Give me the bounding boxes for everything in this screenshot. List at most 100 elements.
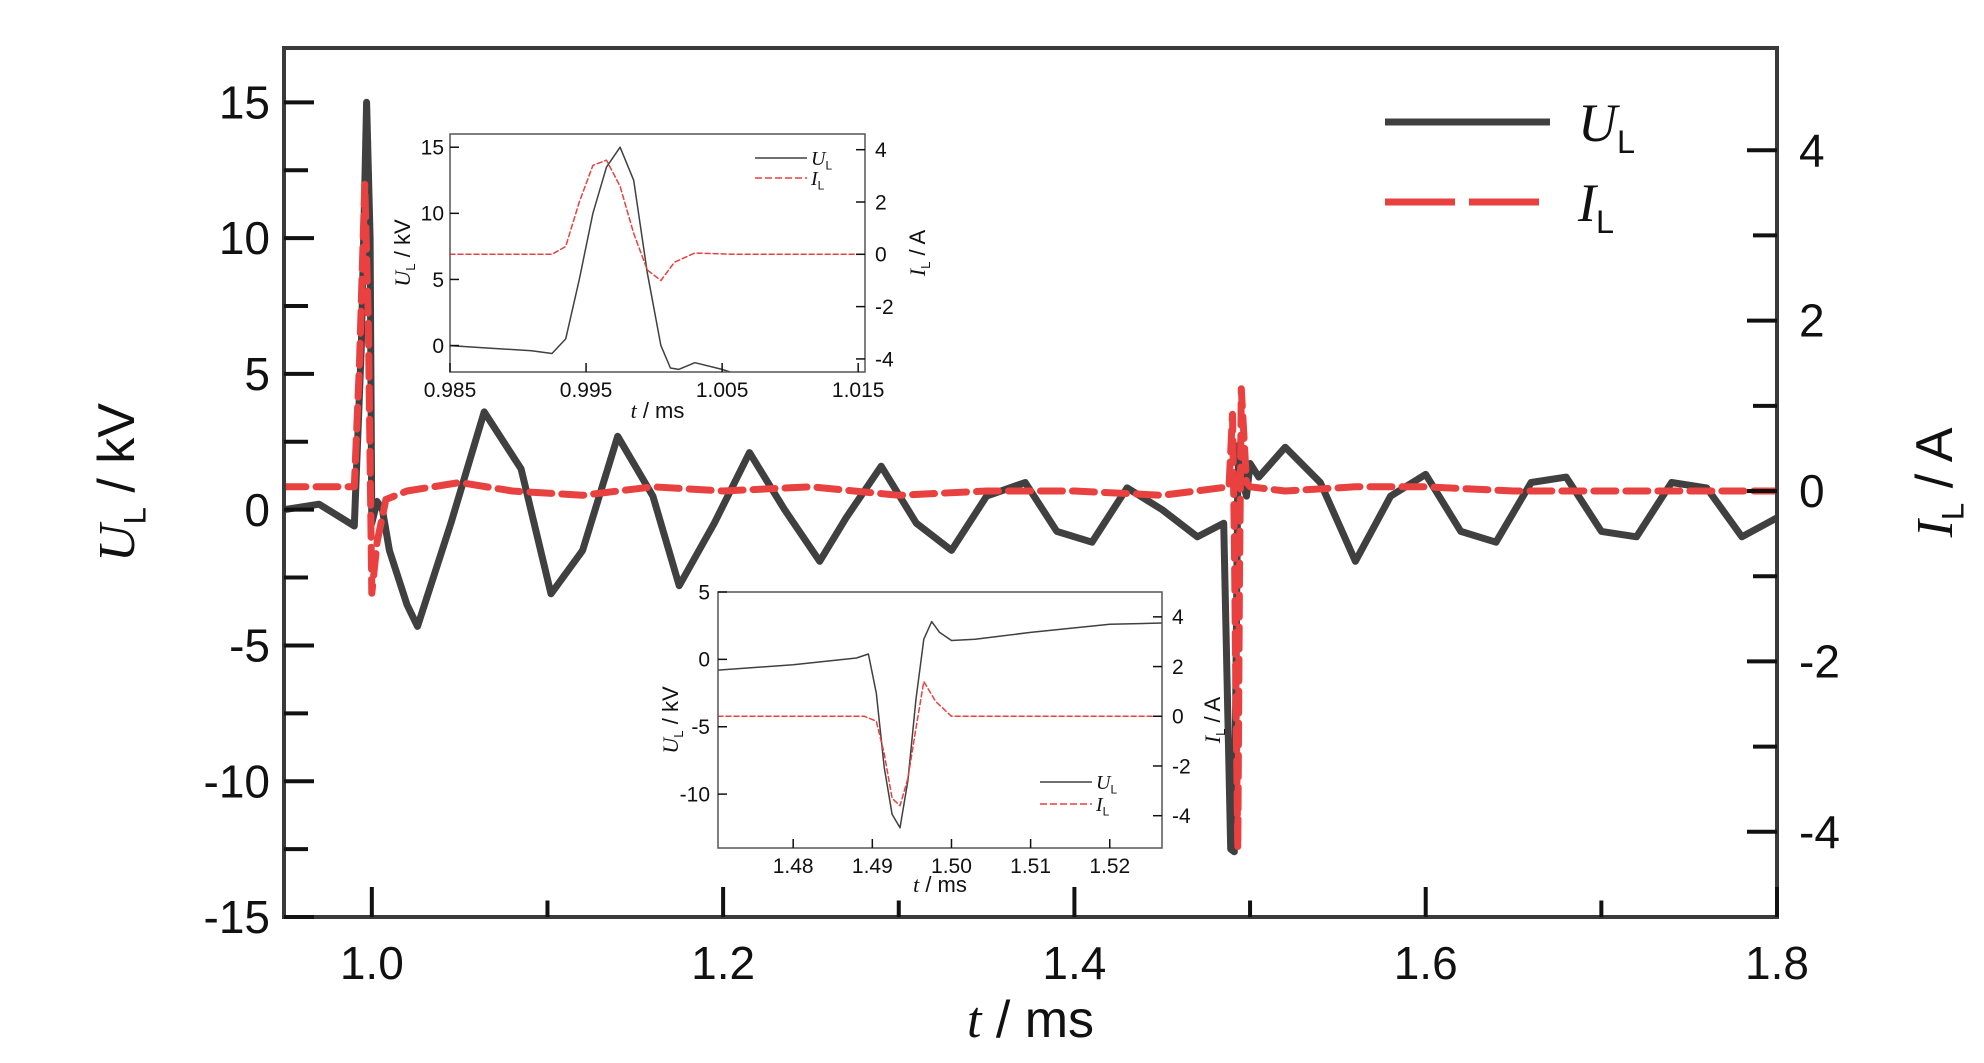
chart-inset-1: 0.985 0.995 1.005 1.015 15 10 5 0 4 2 0 -2 -4 t / ms U… xyxy=(390,133,933,423)
y2-tick-label: 4 xyxy=(875,139,887,162)
legend-label-I-var: I xyxy=(810,168,819,190)
x-tick-label: 1.0 xyxy=(340,937,404,989)
series-line-I_L xyxy=(450,159,865,282)
y2-axis-title-unit: / A xyxy=(1906,427,1964,502)
x-tick-label: 1.51 xyxy=(1010,855,1051,878)
y2-tick-label: -2 xyxy=(1172,755,1191,778)
x-tick-label: 1.52 xyxy=(1089,855,1130,878)
x-axis-title-var: t xyxy=(967,992,983,1049)
y-tick-label: 5 xyxy=(698,581,710,604)
legend-label-U-var: U xyxy=(1096,772,1112,794)
x-axis-title: t / ms xyxy=(967,991,1094,1049)
legend-label-I-sub: L xyxy=(1103,804,1110,818)
plot-frame xyxy=(717,591,1163,849)
x-tick-label: 1.015 xyxy=(832,379,885,402)
chart-inset-2: 1.48 1.49 1.50 1.51 1.52 5 0 -5 -10 4 2 0 -2 -4 t / ms… xyxy=(658,581,1228,897)
legend-label-U-sub: L xyxy=(825,158,832,172)
legend-label-I-sub: L xyxy=(1596,204,1614,240)
y-tick-label: -5 xyxy=(691,716,710,739)
x-axis-title-var: t xyxy=(631,398,638,423)
x-tick-label: 0.985 xyxy=(424,379,477,402)
y2-axis-title-var: I xyxy=(1907,517,1964,538)
legend-label-I-sub: L xyxy=(818,178,825,192)
y-tick-label: 0 xyxy=(698,649,710,672)
x-axis-title: t / ms xyxy=(913,872,967,897)
y2-axis-title: IL / A xyxy=(1906,427,1970,538)
y2-axis-title-unit: / A xyxy=(905,229,930,261)
legend-label-U: UL xyxy=(1578,93,1635,160)
y-axis-title-var: U xyxy=(89,521,146,562)
y-tick-label: -10 xyxy=(680,783,710,806)
y-tick-label: -10 xyxy=(204,755,270,807)
y2-tick-label: -4 xyxy=(875,348,894,371)
y2-tick-label: 2 xyxy=(1799,295,1825,347)
x-tick-label: 1.49 xyxy=(852,855,893,878)
y-tick-label: 0 xyxy=(244,484,270,536)
legend-label-U-var: U xyxy=(811,148,827,170)
y2-tick-label: 0 xyxy=(875,244,887,267)
x-axis-title-unit: / ms xyxy=(981,991,1094,1049)
y-axis-title-sub: L xyxy=(671,730,686,737)
y-axis-title-unit: / kV xyxy=(88,403,146,507)
y2-axis-title: IL / A xyxy=(905,229,933,277)
y-axis-title: UL / kV xyxy=(658,686,686,754)
legend-label-I: IL xyxy=(1095,794,1110,818)
y2-tick-label: 4 xyxy=(1172,606,1184,629)
y-tick-label: -15 xyxy=(204,891,270,943)
legend-label-I-var: I xyxy=(1095,794,1104,816)
series-line-I_L xyxy=(284,180,1777,853)
y-tick-label: 10 xyxy=(219,212,270,264)
y-axis-title: UL / kV xyxy=(390,219,418,287)
y2-tick-label: -2 xyxy=(1799,636,1840,688)
y-axis-title-sub: L xyxy=(403,263,418,270)
y-axis-title-var: U xyxy=(390,269,415,287)
x-tick-label: 1.4 xyxy=(1042,937,1106,989)
y2-tick-label: 0 xyxy=(1799,465,1825,517)
legend-label-U-var: U xyxy=(1578,93,1620,153)
x-axis-title-var: t xyxy=(913,872,920,897)
y-axis-title-unit: / kV xyxy=(390,219,415,263)
x-tick-label: 1.6 xyxy=(1394,937,1458,989)
x-axis-title-unit: / ms xyxy=(637,398,685,423)
x-tick-label: 1.50 xyxy=(931,855,972,878)
legend-label-U-sub: L xyxy=(1617,124,1635,160)
y-tick-label: 0 xyxy=(432,335,444,358)
y2-axis-title-var: I xyxy=(905,267,930,277)
legend-label-U: UL xyxy=(811,148,832,172)
x-tick-label: 1.8 xyxy=(1745,937,1809,989)
y2-tick-label: 0 xyxy=(1172,706,1184,729)
plot-background xyxy=(450,134,865,372)
y-tick-label: 5 xyxy=(244,348,270,400)
legend-label-U: UL xyxy=(1096,772,1117,796)
y2-axis-title-sub: L xyxy=(1935,503,1970,520)
plot-frame xyxy=(449,133,866,373)
y2-axis-title: IL / A xyxy=(1200,696,1228,744)
y2-tick-label: 2 xyxy=(875,191,887,214)
legend-label-I: IL xyxy=(810,168,825,192)
y2-axis-title-sub: L xyxy=(918,262,933,269)
legend-label-I-var: I xyxy=(1577,173,1599,233)
plot-frame xyxy=(282,46,1779,919)
y-tick-label: -5 xyxy=(229,620,270,672)
x-tick-label: 1.48 xyxy=(773,855,814,878)
y2-tick-label: -4 xyxy=(1799,806,1840,858)
legend-label-I: IL xyxy=(1577,173,1614,240)
series-line-U_L xyxy=(718,620,1162,829)
y-axis-title: UL / kV xyxy=(88,403,152,562)
chart-main: 1.0 1.2 1.4 1.6 1.8 15 10 5 0 -5 -10 -15 4 2 0 -2 -4 t / … xyxy=(88,46,1970,1049)
x-axis-title-unit: / ms xyxy=(919,872,967,897)
x-axis-title: t / ms xyxy=(631,398,685,423)
y2-tick-label: 4 xyxy=(1799,124,1825,176)
y2-tick-label: 2 xyxy=(1172,656,1184,679)
y-axis-title-var: U xyxy=(658,736,683,754)
x-tick-label: 1.2 xyxy=(691,937,755,989)
y2-axis-title-unit: / A xyxy=(1200,696,1225,728)
y-axis-title-sub: L xyxy=(117,507,152,524)
y-tick-label: 10 xyxy=(421,203,444,226)
series-line-I_L xyxy=(718,680,1162,807)
plot-background xyxy=(718,592,1162,848)
y2-tick-label: -4 xyxy=(1172,805,1191,828)
